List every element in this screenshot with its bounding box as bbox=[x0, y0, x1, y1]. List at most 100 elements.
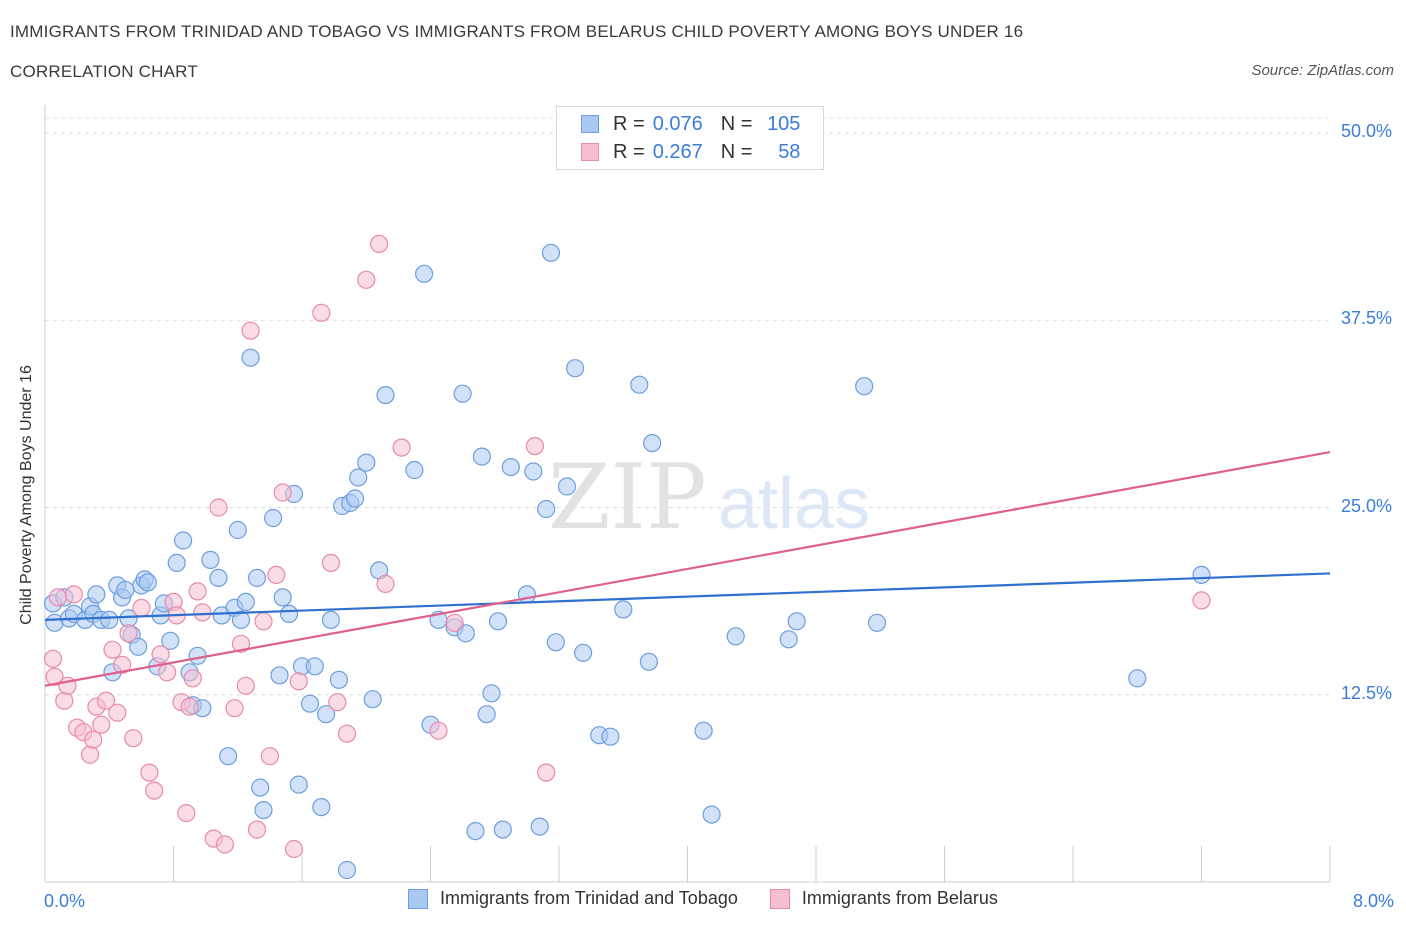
trinidad-point bbox=[493, 820, 512, 839]
belarus-point bbox=[80, 745, 100, 764]
legend-n-label: N = bbox=[720, 140, 753, 163]
legend-r-value: 0.076 bbox=[652, 112, 703, 135]
trinidad-point bbox=[129, 637, 148, 656]
belarus-trend-line bbox=[44, 450, 1331, 687]
legend-swatch-blue bbox=[581, 115, 599, 133]
belarus-point bbox=[188, 582, 207, 601]
trinidad-point bbox=[546, 633, 565, 652]
source-label: Source: ZipAtlas.com bbox=[1251, 62, 1394, 79]
y-tick-label: 25.0% bbox=[1340, 495, 1392, 516]
belarus-point bbox=[45, 667, 64, 686]
belarus-point bbox=[525, 437, 545, 456]
trinidad-point bbox=[453, 384, 472, 403]
trinidad-point bbox=[1192, 565, 1211, 585]
trinidad-point bbox=[867, 613, 887, 632]
trinidad-point bbox=[466, 821, 485, 841]
legend-n-label: N = bbox=[720, 112, 753, 135]
belarus-point bbox=[112, 655, 132, 674]
trinidad-point bbox=[264, 508, 283, 528]
trinidad-point bbox=[270, 666, 289, 685]
chart-title: IMMIGRANTS FROM TRINIDAD AND TOBAGO VS I… bbox=[10, 22, 1024, 41]
y-tick-label: 50.0% bbox=[1340, 121, 1392, 141]
trinidad-point bbox=[702, 805, 721, 824]
legend-swatch-blue bbox=[408, 888, 429, 909]
legend-item-belarus: Immigrants from Belarus bbox=[769, 888, 998, 909]
trinidad-point bbox=[329, 670, 348, 689]
belarus-point bbox=[284, 839, 304, 859]
belarus-point bbox=[96, 691, 116, 710]
trendlines bbox=[44, 450, 1331, 687]
trinidad-point bbox=[565, 359, 585, 378]
trinidad-point bbox=[541, 243, 561, 262]
trinidad-point bbox=[161, 631, 180, 650]
belarus-point bbox=[119, 624, 138, 643]
trinidad-point bbox=[1128, 669, 1147, 688]
belarus-point bbox=[267, 565, 286, 585]
trinidad-point bbox=[231, 610, 251, 630]
belarus-point bbox=[145, 781, 164, 800]
belarus-point bbox=[357, 270, 376, 289]
belarus-point bbox=[429, 721, 448, 740]
legend-r-label: R = bbox=[613, 112, 645, 135]
belarus-point bbox=[289, 672, 308, 691]
y-tick-label: 37.5% bbox=[1340, 308, 1392, 329]
belarus-point bbox=[376, 574, 395, 594]
belarus-point bbox=[321, 553, 340, 573]
trinidad-point bbox=[219, 747, 238, 766]
trinidad-point bbox=[138, 573, 157, 592]
trinidad-point bbox=[517, 585, 537, 604]
belarus-point bbox=[158, 663, 177, 682]
trinidad-point bbox=[694, 721, 713, 740]
belarus-point bbox=[215, 835, 234, 854]
series-legend: Immigrants from Trinidad and Tobago Immi… bbox=[0, 888, 1406, 909]
trinidad-point bbox=[472, 447, 491, 466]
trinidad-point bbox=[251, 778, 270, 797]
trinidad-point bbox=[501, 458, 520, 477]
trinidad-point bbox=[289, 775, 308, 794]
trinidad-point bbox=[573, 643, 593, 662]
trinidad-point bbox=[357, 453, 376, 472]
y-axis-label: Child Poverty Among Boys Under 16 bbox=[18, 365, 35, 625]
belarus-point bbox=[337, 724, 357, 743]
belarus-point bbox=[103, 640, 122, 659]
watermark-atlas: atlas bbox=[718, 464, 870, 544]
y-axis-label-wrap: Child Poverty Among Boys Under 16 bbox=[14, 330, 40, 660]
belarus-point bbox=[124, 729, 143, 748]
series-points bbox=[43, 234, 1211, 880]
x-tick-label-min: 0.0% bbox=[44, 891, 86, 911]
belarus-point bbox=[231, 634, 251, 653]
belarus-point bbox=[328, 693, 347, 712]
trinidad-point bbox=[300, 694, 320, 713]
watermark: ZIP atlas bbox=[548, 445, 870, 550]
trinidad-point bbox=[601, 727, 620, 746]
legend-swatch-pink bbox=[581, 143, 599, 161]
belarus-point bbox=[132, 598, 151, 618]
belarus-point bbox=[392, 438, 411, 457]
legend-n-value: 105 bbox=[767, 112, 801, 135]
trinidad-point bbox=[482, 684, 501, 703]
trinidad-point bbox=[167, 553, 186, 573]
y-tick-label: 12.5% bbox=[1340, 682, 1392, 703]
trinidad-trend-line bbox=[44, 572, 1331, 621]
legend-n-value: 58 bbox=[778, 140, 801, 163]
trinidad-point bbox=[305, 657, 324, 676]
belarus-point bbox=[225, 699, 244, 718]
belarus-point bbox=[537, 763, 556, 782]
trinidad-point bbox=[273, 588, 292, 607]
legend-item-trinidad: Immigrants from Trinidad and Tobago bbox=[408, 888, 738, 909]
x-tick-label-max: 8.0% bbox=[1352, 891, 1394, 911]
legend-label-trinidad: Immigrants from Trinidad and Tobago bbox=[440, 888, 738, 908]
trinidad-point bbox=[337, 860, 357, 880]
trinidad-point bbox=[345, 489, 365, 508]
chart-subtitle: CORRELATION CHART bbox=[10, 62, 198, 81]
watermark-zip: ZIP bbox=[548, 445, 707, 550]
legend-label-belarus: Immigrants from Belarus bbox=[801, 888, 998, 908]
trinidad-point bbox=[779, 630, 798, 649]
trinidad-point bbox=[524, 462, 543, 481]
trinidad-point bbox=[630, 375, 649, 394]
belarus-point bbox=[1192, 591, 1211, 610]
belarus-point bbox=[140, 763, 159, 782]
trinidad-point bbox=[100, 610, 119, 630]
trinidad-point bbox=[349, 468, 368, 487]
